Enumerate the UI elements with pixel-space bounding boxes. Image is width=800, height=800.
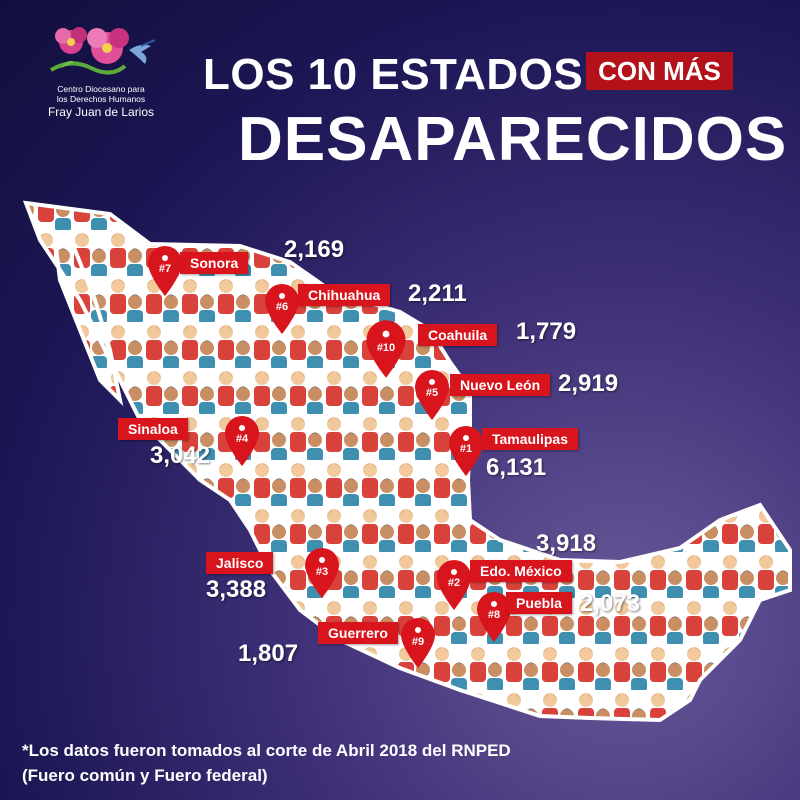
logo-text-line1: Centro Diocesano para <box>57 84 145 94</box>
jalisco-pin-icon <box>305 548 339 598</box>
title-line2: DESAPARECIDOS <box>238 105 788 174</box>
puebla-value: 2,073 <box>580 590 641 617</box>
logo-text-line2: los Derechos Humanos <box>56 94 146 104</box>
coahuila-pin-icon <box>366 320 406 378</box>
footnote-line2: (Fuero común y Fuero federal) <box>22 766 268 785</box>
guerrero-value: 1,807 <box>238 640 299 667</box>
edo-mexico-rank: #2 <box>447 577 461 589</box>
puebla-label: Puebla <box>506 592 572 614</box>
puebla-rank: #8 <box>487 609 501 621</box>
mexico-silhouette <box>22 200 792 723</box>
nuevo-leon-rank: #5 <box>425 387 439 399</box>
chihuahua-rank: #6 <box>275 301 289 313</box>
jalisco-rank: #3 <box>315 566 329 578</box>
chihuahua-label: Chihuahua <box>298 284 391 306</box>
flower-hummingbird-icon <box>49 27 156 75</box>
puebla-pin-icon <box>477 592 511 642</box>
chihuahua-pin-icon <box>265 284 299 334</box>
tamaulipas-label: Tamaulipas <box>482 428 578 450</box>
tamaulipas-pin-icon <box>449 426 483 476</box>
title-line1: LOS 10 ESTADOS <box>203 50 584 99</box>
footnote-line1: *Los datos fueron tomados al corte de Ab… <box>22 741 511 760</box>
coahuila-value: 1,779 <box>516 318 577 345</box>
guerrero-rank: #9 <box>411 636 425 648</box>
edo-mexico-pin-icon <box>437 560 471 610</box>
tamaulipas-rank: #1 <box>459 443 473 455</box>
tamaulipas-value: 6,131 <box>486 454 547 481</box>
edo-mexico-label: Edo. México <box>470 560 572 582</box>
title-badge: CON MÁS <box>586 52 733 90</box>
jalisco-label: Jalisco <box>206 552 274 574</box>
sinaloa-label: Sinaloa <box>118 418 188 440</box>
guerrero-label: Guerrero <box>318 622 398 644</box>
coahuila-rank: #10 <box>376 342 396 354</box>
logo-text-line3: Fray Juan de Larios <box>47 105 155 119</box>
footnote: *Los datos fueron tomados al corte de Ab… <box>22 738 511 788</box>
coahuila-label: Coahuila <box>418 324 498 346</box>
guerrero-pin-icon <box>401 618 435 668</box>
sinaloa-pin-icon <box>225 416 259 466</box>
nuevo-leon-pin-icon <box>415 370 449 420</box>
nuevo-leon-label: Nuevo León <box>450 374 551 396</box>
sonora-rank: #7 <box>158 263 172 275</box>
nuevo-leon-value: 2,919 <box>558 370 619 397</box>
sonora-label: Sonora <box>180 252 249 274</box>
edo-mexico-value: 3,918 <box>536 530 597 557</box>
sinaloa-value: 3,042 <box>150 442 211 469</box>
sonora-pin-icon <box>148 246 182 296</box>
chihuahua-value: 2,211 <box>408 280 467 307</box>
sonora-value: 2,169 <box>284 236 345 263</box>
sinaloa-rank: #4 <box>235 433 249 445</box>
jalisco-value: 3,388 <box>206 576 267 603</box>
organization-logo: Centro Diocesano para los Derechos Human… <box>26 20 176 119</box>
